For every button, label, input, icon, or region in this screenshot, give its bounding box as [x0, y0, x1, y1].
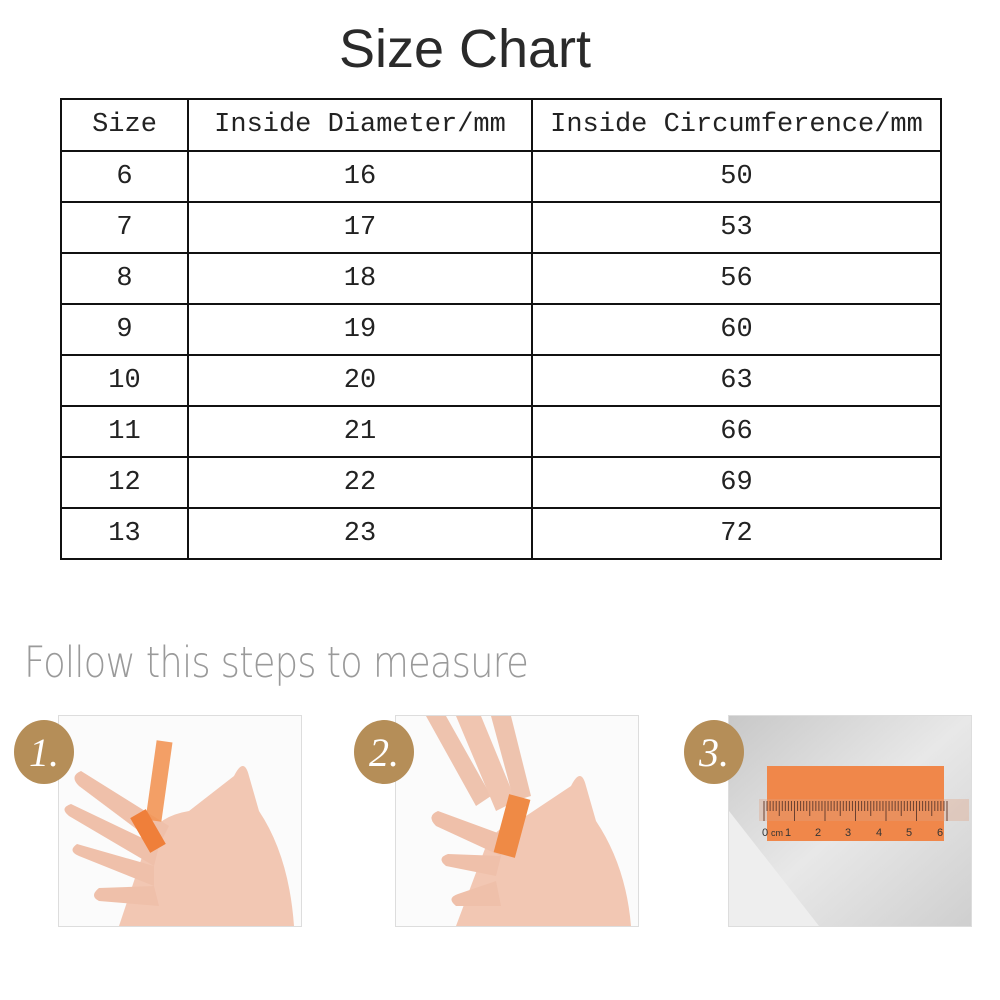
cell-circumference: 63	[531, 354, 942, 407]
table-row: 8 18 56	[60, 252, 942, 305]
cell-size: 6	[60, 150, 189, 203]
step-2-badge: 2.	[354, 720, 414, 784]
cell-circumference: 56	[531, 252, 942, 305]
cell-size: 8	[60, 252, 189, 305]
cell-diameter: 17	[187, 201, 533, 254]
cell-size: 12	[60, 456, 189, 509]
step-1-image	[58, 715, 302, 927]
step-number: 3.	[699, 729, 729, 775]
cell-circumference: 66	[531, 405, 942, 458]
table-row: 6 16 50	[60, 150, 942, 203]
column-header-size: Size	[60, 98, 189, 152]
column-header-diameter: Inside Diameter/mm	[187, 98, 533, 152]
cell-size: 7	[60, 201, 189, 254]
cell-diameter: 23	[187, 507, 533, 560]
cell-diameter: 20	[187, 354, 533, 407]
cell-diameter: 22	[187, 456, 533, 509]
table-row: 9 19 60	[60, 303, 942, 356]
cell-diameter: 18	[187, 252, 533, 305]
steps-heading: Follow this steps to measure	[24, 638, 529, 688]
step-1-badge: 1.	[14, 720, 74, 784]
cell-diameter: 16	[187, 150, 533, 203]
table-row: 10 20 63	[60, 354, 942, 407]
size-chart-table: Size Inside Diameter/mm Inside Circumfer…	[60, 98, 942, 560]
table-row: 12 22 69	[60, 456, 942, 509]
column-header-circumference: Inside Circumference/mm	[531, 98, 942, 152]
step-number: 2.	[369, 729, 399, 775]
cell-circumference: 60	[531, 303, 942, 356]
cell-size: 9	[60, 303, 189, 356]
ruler-label: 1	[785, 827, 791, 839]
cell-diameter: 21	[187, 405, 533, 458]
cell-size: 13	[60, 507, 189, 560]
step-3-badge: 3.	[684, 720, 744, 784]
ruler-label: 5	[906, 827, 912, 839]
ruler-label: 4	[876, 827, 882, 839]
ruler-label: 2	[815, 827, 821, 839]
step-3-image: 0 cm 1 2 3 4 5 6	[728, 715, 972, 927]
cell-circumference: 72	[531, 507, 942, 560]
ruler-label: 0	[762, 827, 768, 839]
ruler-label: 3	[845, 827, 851, 839]
cell-size: 11	[60, 405, 189, 458]
ruler-label: 6	[937, 827, 943, 839]
ruler-label: cm	[771, 828, 783, 838]
table-row: 13 23 72	[60, 507, 942, 560]
cell-circumference: 69	[531, 456, 942, 509]
cell-circumference: 50	[531, 150, 942, 203]
step-number: 1.	[29, 729, 59, 775]
table-row: 11 21 66	[60, 405, 942, 458]
table-header-row: Size Inside Diameter/mm Inside Circumfer…	[60, 98, 942, 152]
step-2-image	[395, 715, 639, 927]
cell-circumference: 53	[531, 201, 942, 254]
table-row: 7 17 53	[60, 201, 942, 254]
page-title: Size Chart	[338, 19, 592, 79]
cell-size: 10	[60, 354, 189, 407]
cell-diameter: 19	[187, 303, 533, 356]
